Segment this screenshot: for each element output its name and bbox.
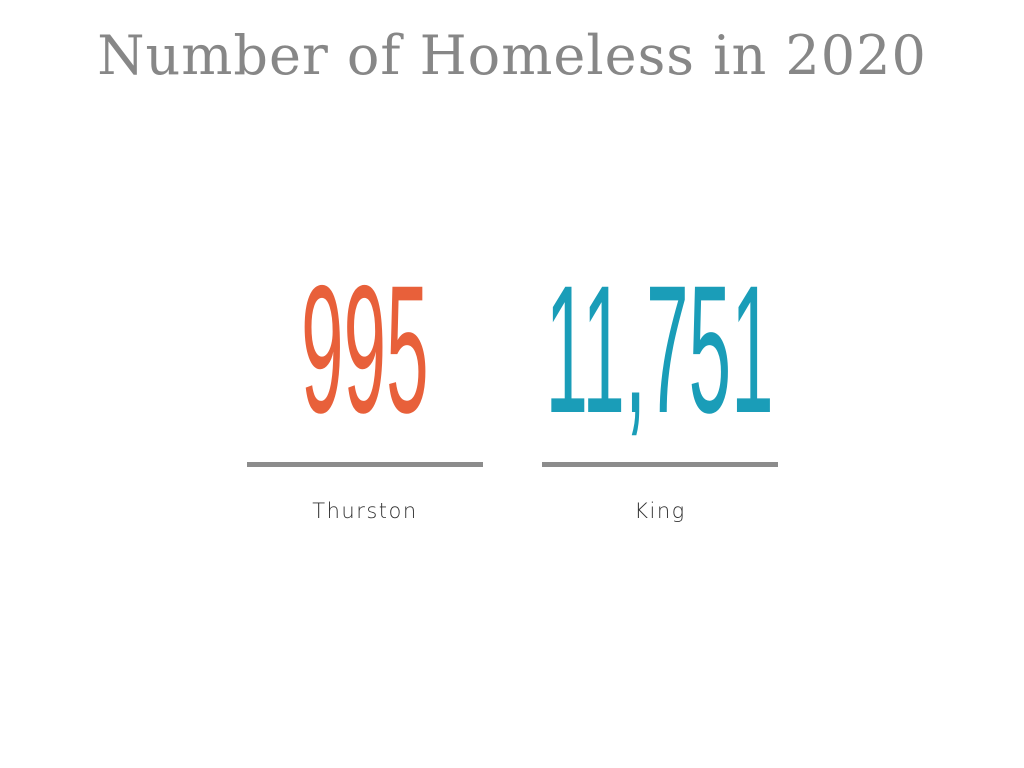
stat-label: Thurston bbox=[312, 499, 418, 523]
stat-value: 995 bbox=[301, 247, 429, 451]
stat-value: 11,751 bbox=[545, 247, 775, 451]
stat-king: 11,751 King bbox=[542, 258, 778, 523]
stat-label: King bbox=[634, 499, 686, 523]
divider bbox=[247, 462, 483, 467]
chart-title: Number of Homeless in 2020 bbox=[97, 24, 927, 87]
stat-thurston: 995 Thurston bbox=[247, 258, 483, 523]
divider bbox=[542, 462, 778, 467]
